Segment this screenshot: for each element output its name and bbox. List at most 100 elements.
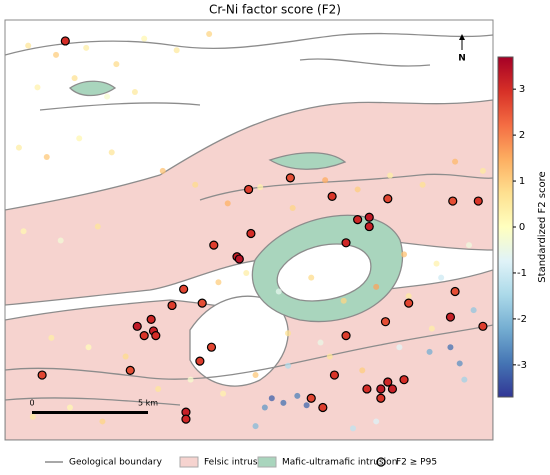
high-sample-point <box>362 384 372 394</box>
high-sample-point <box>206 342 217 352</box>
scale-label: 0 <box>29 399 34 408</box>
colorbar-tick-label: 1 <box>519 176 525 187</box>
sample-point <box>426 348 433 355</box>
sample-point <box>187 376 194 383</box>
sample-point <box>220 390 227 397</box>
colorbar-label: Standardized F2 score <box>537 171 548 282</box>
high-sample-point <box>234 254 244 264</box>
map-title: Cr-Ni factor score (F2) <box>209 3 341 17</box>
sample-point <box>215 279 222 286</box>
high-sample-point <box>318 402 328 413</box>
sample-point <box>94 223 101 230</box>
high-sample-point <box>60 36 70 46</box>
sample-point <box>20 228 27 235</box>
north-label: N <box>458 54 466 64</box>
legend-patch <box>179 456 199 468</box>
sample-point <box>57 237 64 244</box>
sample-point <box>131 89 138 95</box>
mafic-intrusion <box>268 152 347 170</box>
mafic-intrusion <box>68 80 117 97</box>
sample-point <box>257 184 264 191</box>
north-arrow-head <box>459 34 465 40</box>
sample-point <box>289 205 296 211</box>
high-sample-point <box>376 393 386 403</box>
sample-point <box>350 425 356 432</box>
sample-point <box>452 158 459 165</box>
geological-boundary <box>39 102 201 111</box>
high-sample-point <box>380 317 391 327</box>
sample-point <box>470 307 477 314</box>
sample-point <box>466 242 472 249</box>
legend-label: Geological boundary <box>69 458 163 468</box>
felsic-intrusion <box>5 99 493 306</box>
sample-point <box>113 61 120 68</box>
geology <box>5 32 493 440</box>
high-sample-point <box>478 321 488 331</box>
legend: Geological boundary Felsic intrusion Mafic… <box>45 456 437 468</box>
sample-point <box>396 344 403 351</box>
high-sample-point <box>146 314 156 324</box>
high-sample-point <box>353 215 363 225</box>
high-sample-point <box>448 196 458 206</box>
sample-point <box>34 84 41 91</box>
map-frame <box>4 19 494 441</box>
colorbar-tick-label: -3 <box>517 360 527 371</box>
sample-point <box>405 293 412 300</box>
sample-point <box>173 47 180 54</box>
high-sample-point <box>151 331 161 341</box>
high-sample-point <box>329 370 340 380</box>
sample-point <box>359 367 366 374</box>
sample-point <box>340 297 347 304</box>
sample-point <box>354 186 361 193</box>
sample-point <box>53 51 60 58</box>
geological-boundary <box>5 397 181 406</box>
high-sample-point <box>167 300 177 311</box>
sample-point <box>104 93 111 100</box>
high-sample-point <box>197 298 207 308</box>
sample-point <box>461 376 468 383</box>
high-sample-point <box>364 212 374 222</box>
high-sample-point <box>341 238 351 248</box>
mafic-intrusion <box>251 214 403 323</box>
colorbar-tick-label: -1 <box>517 268 527 279</box>
legend-label: F2 ≥ P95 <box>396 458 437 468</box>
high-sample-point <box>139 331 149 341</box>
geological-boundary <box>189 295 289 387</box>
high-sample-point <box>195 356 205 366</box>
sample-point <box>428 325 435 332</box>
high-sample-point <box>404 298 414 308</box>
sample-point <box>280 399 287 406</box>
sample-point <box>401 251 408 258</box>
sample-point <box>29 413 36 420</box>
high-sample-point <box>132 321 142 331</box>
sample-point <box>268 395 275 402</box>
sample-point <box>108 149 115 156</box>
sample-point <box>447 344 454 351</box>
high-sample-point <box>364 221 374 232</box>
sample-point <box>83 44 90 51</box>
sample-point <box>192 181 199 188</box>
sample-point <box>206 31 213 37</box>
sample-point <box>25 42 32 49</box>
sample-point <box>85 344 92 351</box>
high-sample-point <box>445 312 456 322</box>
sample-point <box>66 404 73 411</box>
legend-label: Felsic intrusion <box>204 458 271 468</box>
sample-point <box>99 418 106 425</box>
high-sample-point <box>341 331 351 341</box>
sample-point <box>275 288 282 295</box>
colorbar-tick-label: 2 <box>519 130 525 141</box>
sample-point <box>322 177 329 184</box>
sample-point <box>373 283 380 290</box>
sample-point <box>456 360 463 367</box>
legend-patch <box>257 456 277 468</box>
sample-point <box>479 167 486 174</box>
high-sample-point <box>327 191 337 201</box>
sample-point <box>224 200 231 207</box>
high-sample-point <box>181 414 191 424</box>
high-sample-point <box>450 286 460 297</box>
high-sample-point <box>179 284 189 294</box>
sample-point <box>43 153 50 160</box>
high-sample-point <box>383 194 393 204</box>
